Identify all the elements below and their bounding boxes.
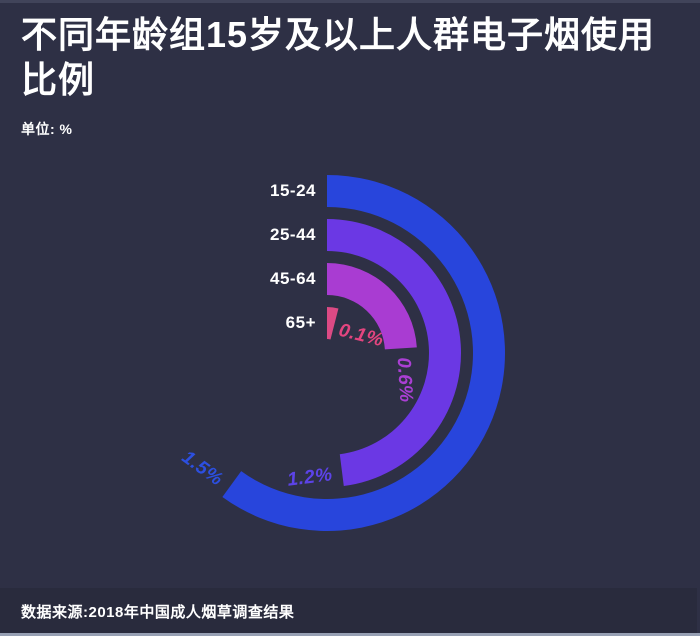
unit-label: 单位: % <box>21 121 73 137</box>
category-label-65+: 65+ <box>285 313 316 332</box>
source-text: 数据来源:2018年中国成人烟草调查结果 <box>21 604 295 621</box>
page-title: 不同年龄组15岁及以上人群电子烟使用 比例 <box>21 12 680 102</box>
ring-45-64 <box>327 263 417 350</box>
value-label-45-64: 0.6% <box>392 357 417 404</box>
bottom-edge-strip <box>0 633 700 636</box>
ring-25-44 <box>327 219 461 486</box>
ring-65+ <box>327 307 339 340</box>
page-title-line2: 比例 <box>21 59 96 100</box>
category-label-25-44: 25-44 <box>270 225 316 244</box>
category-label-45-64: 45-64 <box>270 269 316 288</box>
header: 不同年龄组15岁及以上人群电子烟使用 比例 单位: % <box>21 12 680 139</box>
category-label-15-24: 15-24 <box>270 181 316 200</box>
page-title-line1: 不同年龄组15岁及以上人群电子烟使用 <box>21 14 656 55</box>
source-bar: 数据来源:2018年中国成人烟草调查结果 <box>0 588 697 633</box>
ring-15-24 <box>222 175 506 531</box>
top-edge-strip <box>0 0 700 3</box>
